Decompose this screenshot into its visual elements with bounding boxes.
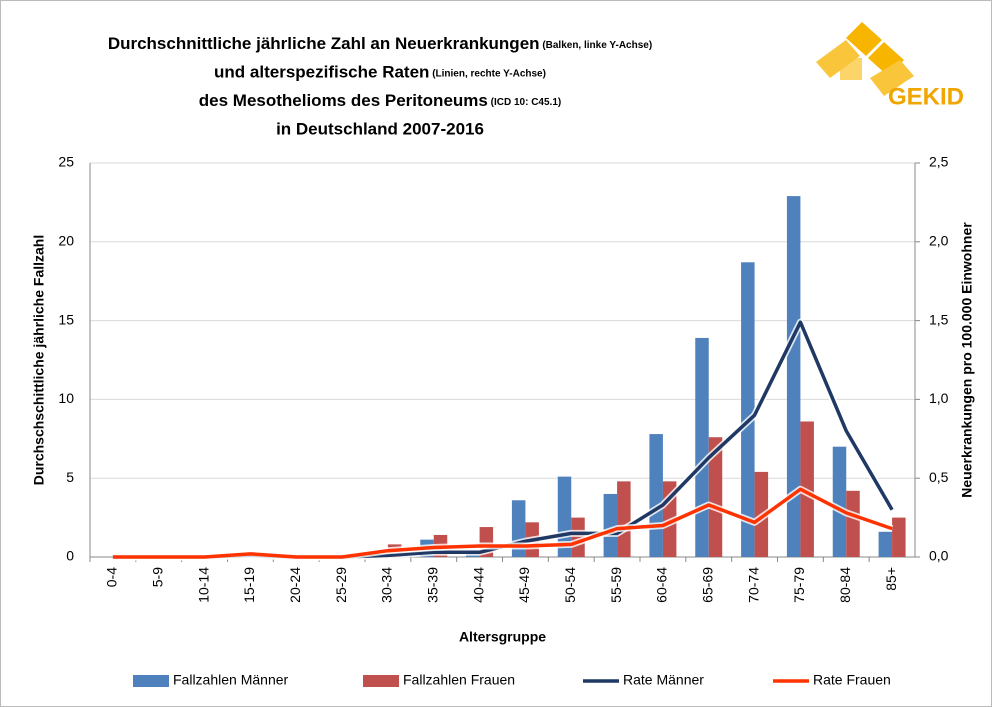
line [112, 487, 893, 559]
chart-title: und alterspezifische Raten (Linien, rech… [214, 63, 546, 82]
x-tick-label: 10-14 [195, 567, 211, 603]
x-tick-label: 40-44 [470, 567, 486, 603]
legend-swatch [133, 675, 169, 687]
title-note: (ICD 10: C45.1) [491, 97, 562, 108]
x-tick-label: 55-59 [608, 567, 624, 603]
y2-tick-label: 2,5 [929, 154, 949, 170]
y-tick-label: 0 [66, 548, 74, 564]
y2-tick-label: 1,5 [929, 311, 949, 327]
x-tick-label: 50-54 [562, 567, 578, 603]
bar [846, 490, 860, 557]
x-axis-label: Altersgruppe [459, 629, 546, 645]
x-tick-label: 80-84 [837, 567, 853, 603]
y2-tick-label: 0,0 [929, 548, 949, 564]
y-axis-label: Durchschschittliche jährliche Fallzahl [31, 235, 47, 486]
x-tick-label: 60-64 [654, 567, 670, 603]
bar [832, 446, 847, 557]
bar [878, 531, 893, 557]
y-tick-label: 15 [58, 311, 74, 327]
title-note: (Balken, linke Y-Achse) [542, 40, 652, 51]
y-tick-label: 20 [58, 233, 74, 249]
bar [892, 517, 906, 557]
logo [816, 22, 914, 96]
bar [786, 196, 801, 557]
chart-title: Durchschnittliche jährliche Zahl an Neue… [108, 34, 652, 53]
title-note: (Linien, rechte Y-Achse) [432, 68, 546, 79]
bar [603, 493, 618, 557]
x-tick-label: 0-4 [104, 567, 120, 587]
legend-label: Fallzahlen Männer [173, 672, 289, 688]
legend-swatch [363, 675, 399, 687]
x-tick-label: 20-24 [287, 567, 303, 603]
legend-label: Fallzahlen Frauen [403, 672, 515, 688]
bar [708, 437, 723, 557]
legend-label: Rate Männer [623, 672, 704, 688]
x-tick-label: 65-69 [699, 567, 715, 603]
logo-text: GEKID [888, 83, 964, 110]
bar [741, 262, 755, 557]
y2-tick-label: 2,0 [929, 233, 949, 249]
bar [649, 434, 663, 557]
bar [695, 337, 709, 557]
x-tick-label: 45-49 [516, 567, 532, 603]
title-text: und alterspezifische Raten [214, 63, 429, 82]
title-text: Durchschnittliche jährliche Zahl an Neue… [108, 34, 540, 53]
x-tick-label: 25-29 [333, 567, 349, 603]
x-tick-label: 85+ [883, 567, 899, 591]
x-tick-label: 75-79 [791, 567, 807, 603]
x-tick-label: 5-9 [149, 567, 165, 587]
legend-label: Rate Frauen [813, 672, 891, 688]
bar [571, 517, 585, 557]
y-tick-label: 5 [66, 469, 74, 485]
x-tick-label: 35-39 [424, 567, 440, 603]
title-text: in Deutschland 2007-2016 [276, 120, 484, 139]
x-tick-label: 30-34 [379, 567, 395, 603]
y2-tick-label: 0,5 [929, 469, 949, 485]
y2-axis-label: Neuerkrankungen pro 100.000 Einwohner [959, 222, 975, 498]
y-tick-label: 25 [58, 154, 74, 170]
x-tick-label: 15-19 [241, 567, 257, 603]
title-text: des Mesothelioms des Peritoneums [199, 91, 488, 110]
chart-title: in Deutschland 2007-2016 [276, 120, 484, 139]
y-tick-label: 10 [58, 390, 74, 406]
x-tick-label: 70-74 [745, 567, 761, 603]
y2-tick-label: 1,0 [929, 390, 949, 406]
chart-title: des Mesothelioms des Peritoneums (ICD 10… [199, 91, 561, 110]
bar [617, 481, 631, 557]
